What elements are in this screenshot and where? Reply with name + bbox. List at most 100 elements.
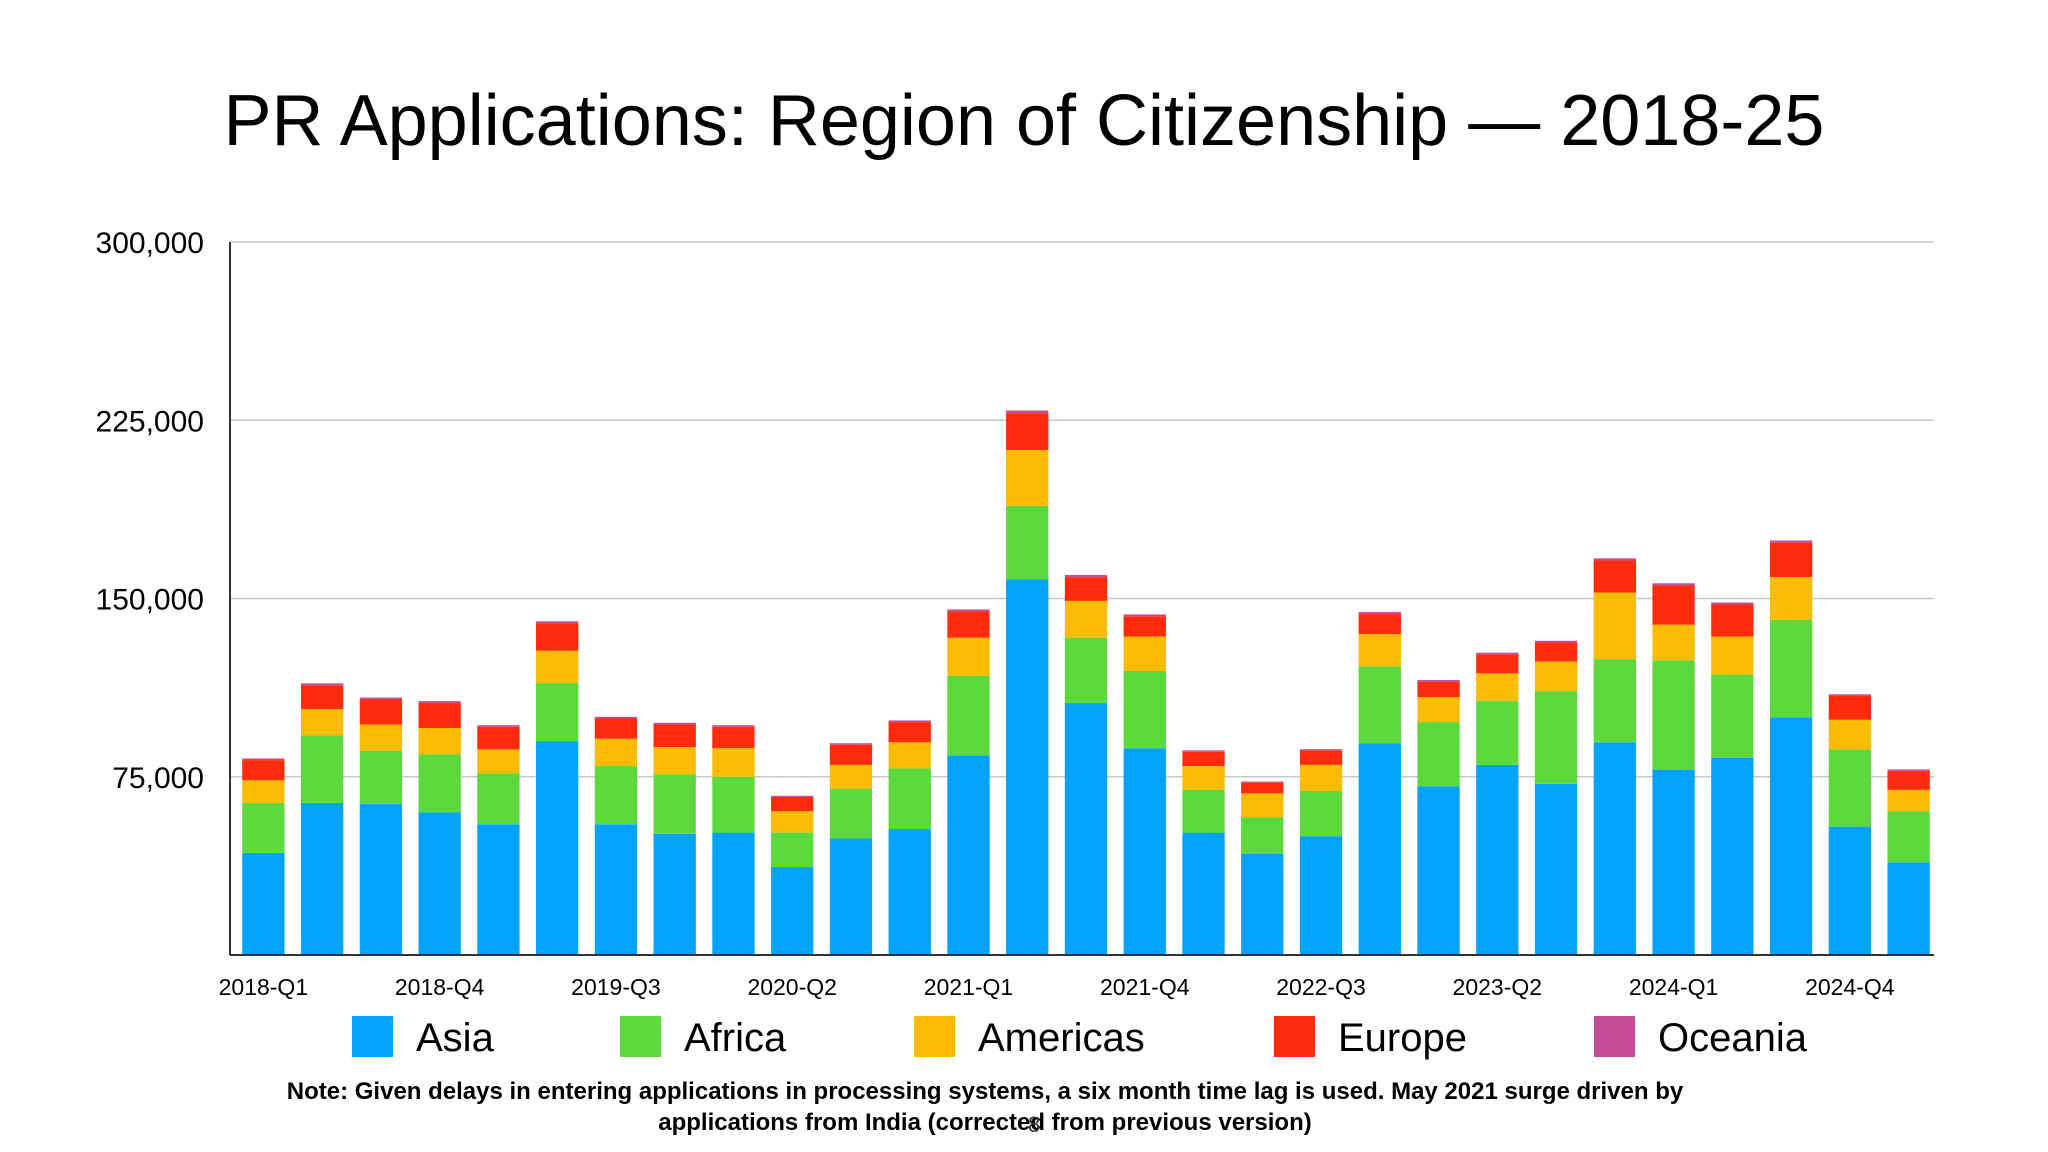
bar-segment-americas: [1476, 673, 1519, 701]
bar-segment-oceania: [1769, 540, 1813, 543]
bar-segment-oceania: [242, 758, 285, 761]
bar-segment-africa: [1064, 637, 1108, 704]
bar-segment-europe: [418, 703, 461, 729]
page-number: 8: [1028, 1112, 1041, 1137]
bar-segment-oceania: [1417, 680, 1460, 682]
bar-segment-africa: [712, 776, 755, 833]
bar-segment-africa: [1241, 817, 1284, 854]
bar-segment-europe: [536, 623, 579, 651]
x-tick-labels: 2018-Q1 2018-Q4 2019-Q3 2020-Q2 2021-Q1 2021-…: [219, 974, 1895, 1000]
bar-segment-americas: [947, 637, 990, 676]
bar-segment-asia: [947, 755, 990, 955]
bar-segment-oceania: [477, 725, 520, 727]
bar-segment-europe: [1652, 585, 1695, 625]
bar-segment-europe: [477, 726, 520, 750]
bar-segment-africa: [1828, 749, 1872, 827]
bar-segment-africa: [1182, 789, 1225, 833]
bar-segment-oceania: [1593, 558, 1636, 561]
bar-segment-asia: [1652, 769, 1695, 955]
bar-segment-europe: [242, 760, 285, 781]
bar-segment-americas: [1534, 661, 1578, 692]
bar-segment-oceania: [1711, 602, 1754, 605]
bar-segment-africa: [947, 675, 990, 756]
bar-segment-oceania: [1006, 410, 1049, 414]
bar-segment-africa: [418, 754, 461, 813]
bar-segment-asia: [536, 741, 579, 955]
bar-segment-oceania: [1534, 640, 1578, 643]
bar-segment-asia: [1887, 862, 1930, 955]
bar-segment-oceania: [1064, 574, 1108, 578]
bar-segment-americas: [653, 747, 696, 775]
bar-segment-asia: [1769, 717, 1813, 955]
bar-segment-americas: [829, 764, 873, 789]
y-tick-labels: 75,000 150,000 225,000 300,000: [96, 227, 204, 795]
bar-segment-europe: [1182, 751, 1225, 767]
bar-segment-europe: [1358, 613, 1401, 635]
y-tick-label: 225,000: [96, 405, 204, 438]
bar-segment-oceania: [1887, 769, 1930, 771]
bar-segment-oceania: [536, 621, 579, 624]
bar-segment-americas: [1006, 449, 1049, 506]
bar-segment-americas: [418, 728, 461, 755]
x-tick-label: 2024-Q4: [1805, 974, 1895, 1000]
bar-segment-africa: [1417, 722, 1460, 787]
bar-segment-americas: [1358, 634, 1401, 667]
bar-segment-oceania: [1828, 694, 1872, 696]
bar-segment-americas: [1593, 592, 1636, 660]
bar-segment-oceania: [594, 716, 638, 719]
bar-segment-oceania: [1299, 749, 1343, 751]
bar-segment-asia: [242, 852, 285, 955]
bar-segment-europe: [888, 722, 931, 743]
bar-segment-americas: [300, 709, 344, 736]
bar-segment-africa: [1769, 619, 1813, 718]
bar-segment-americas: [1299, 764, 1343, 792]
bar-segment-africa: [829, 788, 873, 839]
bar-segment-asia: [359, 804, 403, 955]
bar-segment-americas: [477, 749, 520, 774]
x-tick-label: 2020-Q2: [747, 974, 837, 1000]
bar-segment-europe: [1534, 642, 1578, 662]
bar-segment-americas: [536, 650, 579, 683]
bar-segment-oceania: [653, 722, 696, 725]
bar-segment-asia: [888, 829, 931, 955]
bar-segment-europe: [947, 611, 990, 638]
bar-segment-africa: [1887, 811, 1930, 863]
bar-segment-europe: [653, 724, 696, 748]
legend-swatch-europe: [1274, 1016, 1315, 1057]
bar-segment-asia: [418, 812, 461, 955]
bar-segment-europe: [771, 796, 814, 812]
bar-segment-americas: [888, 742, 931, 769]
bar-segment-europe: [300, 685, 344, 710]
bar-segment-asia: [1182, 832, 1225, 955]
bar-segment-asia: [1241, 853, 1284, 955]
bar-segment-asia: [300, 802, 344, 955]
bar-segment-europe: [1887, 770, 1930, 790]
bar-segment-oceania: [829, 743, 873, 745]
bar-segment-europe: [1417, 681, 1460, 698]
bar-segment-europe: [712, 726, 755, 749]
bar-segment-asia: [1593, 742, 1636, 955]
bar-segment-oceania: [1476, 652, 1519, 655]
bar-segment-oceania: [418, 701, 461, 704]
bar-segment-europe: [359, 699, 403, 725]
x-tick-label: 2022-Q3: [1276, 974, 1366, 1000]
bar-segment-americas: [1417, 697, 1460, 723]
bar-segment-asia: [1358, 743, 1401, 955]
bar-segment-americas: [359, 724, 403, 751]
bar-segment-europe: [1593, 560, 1636, 593]
legend-swatch-americas: [914, 1016, 955, 1057]
bar-segment-oceania: [1182, 750, 1225, 752]
bar-segment-europe: [829, 744, 873, 765]
bar-segment-oceania: [1358, 612, 1401, 614]
bar-segment-africa: [1593, 659, 1636, 743]
bar-segment-oceania: [771, 795, 814, 797]
bar-segment-europe: [1064, 577, 1108, 601]
bar-segment-asia: [653, 833, 696, 955]
legend-label-oceania: Oceania: [1658, 1016, 1808, 1060]
bar-segment-americas: [771, 811, 814, 833]
bar-segment-asia: [771, 867, 814, 955]
x-tick-label: 2021-Q4: [1100, 974, 1190, 1000]
bar-segment-africa: [1358, 666, 1401, 744]
legend-label-europe: Europe: [1338, 1016, 1467, 1060]
bar-segment-oceania: [712, 725, 755, 727]
